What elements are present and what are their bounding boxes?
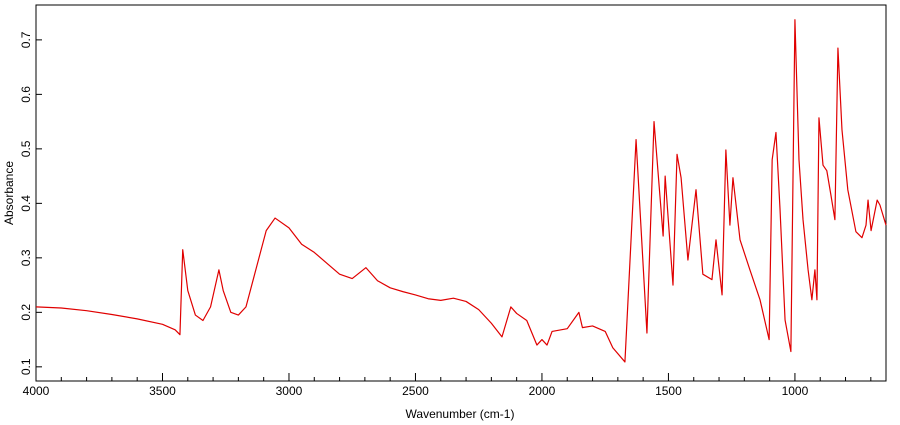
spectrum-line (35, 19, 887, 363)
y-tick-label: 0.4 (19, 195, 33, 212)
x-axis-label: Wavenumber (cm-1) (406, 407, 515, 421)
y-tick-label: 0.5 (19, 140, 33, 157)
y-tick-label: 0.7 (19, 31, 33, 48)
x-tick-label: 2500 (402, 384, 429, 398)
x-tick-label: 3000 (276, 384, 303, 398)
y-axis-label: Absorbance (2, 161, 16, 225)
y-tick-label: 0.3 (19, 249, 33, 266)
y-tick-label: 0.2 (19, 304, 33, 321)
y-tick-label: 0.1 (19, 358, 33, 375)
x-tick-label: 4000 (23, 384, 50, 398)
x-tick-label: 1000 (782, 384, 809, 398)
x-tick-label: 2000 (529, 384, 556, 398)
y-tick-label: 0.6 (19, 86, 33, 103)
x-tick-label: 3500 (149, 384, 176, 398)
x-tick-label: 1500 (655, 384, 682, 398)
plot-frame (35, 4, 887, 382)
